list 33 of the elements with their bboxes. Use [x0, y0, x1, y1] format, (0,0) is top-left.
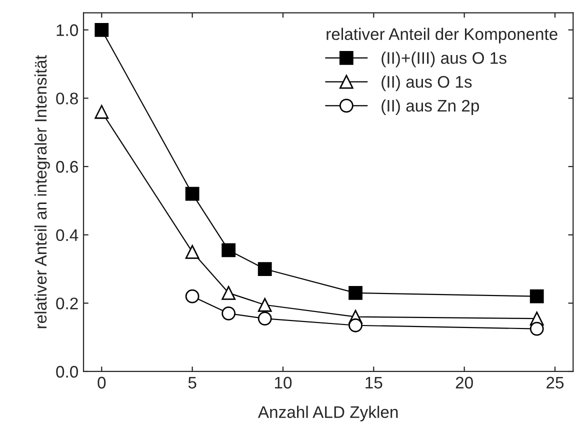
legend-label: (II)+(III) aus O 1s: [382, 52, 506, 68]
y-axis-title: relativer Anteil an integraler Intensität: [34, 55, 50, 328]
point: [222, 243, 236, 258]
point: [185, 186, 200, 201]
point: [258, 262, 272, 276]
point: [94, 104, 109, 119]
point: [258, 312, 272, 326]
y-tick-label: 0.2: [56, 298, 78, 310]
point: [530, 322, 544, 336]
y-tick-label: 0.4: [56, 229, 78, 242]
y-tick-label: 0.6: [56, 160, 78, 173]
point: [348, 286, 362, 300]
point: [258, 298, 272, 312]
x-tick-label: 20: [456, 376, 473, 389]
legend-title: relativer Anteil der Komponente: [326, 28, 558, 44]
legend-label: (II) aus O 1s: [382, 76, 472, 92]
y-tick-label: 0.8: [56, 92, 78, 104]
point: [94, 22, 109, 37]
y-tick-label: 0.0: [56, 366, 78, 378]
point: [348, 318, 362, 332]
x-tick-label: 5: [188, 376, 196, 389]
point: [185, 289, 200, 304]
point: [530, 289, 544, 304]
point: [222, 286, 236, 300]
x-tick-label: 25: [546, 376, 564, 389]
y-tick-label: 1.0: [56, 24, 78, 36]
x-axis-title: Anzahl ALD Zyklen: [258, 406, 398, 422]
x-tick-label: 10: [274, 376, 292, 389]
legend-label: (II) aus Zn 2p: [382, 99, 480, 115]
x-tick-label: 15: [366, 376, 382, 389]
x-tick-label: 0: [98, 376, 106, 389]
point: [185, 244, 200, 259]
point: [222, 306, 236, 320]
